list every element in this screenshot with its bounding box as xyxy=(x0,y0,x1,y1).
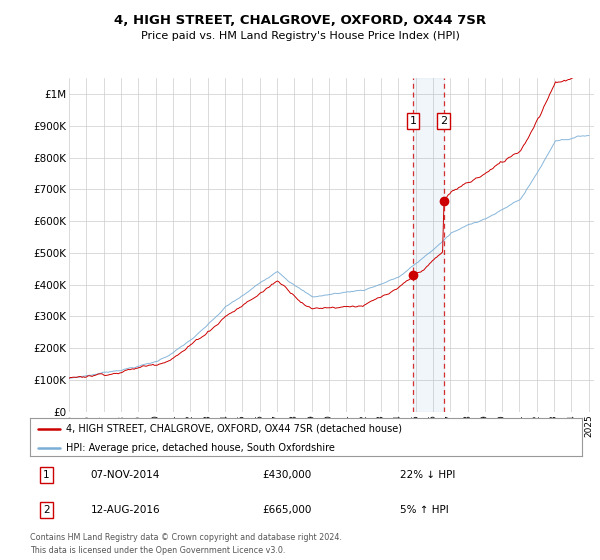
Bar xyxy=(413,78,443,412)
Text: 2: 2 xyxy=(440,116,447,126)
Text: HPI: Average price, detached house, South Oxfordshire: HPI: Average price, detached house, Sout… xyxy=(66,443,335,453)
Text: Contains HM Land Registry data © Crown copyright and database right 2024.: Contains HM Land Registry data © Crown c… xyxy=(30,533,342,542)
Text: £430,000: £430,000 xyxy=(262,470,311,479)
Text: This data is licensed under the Open Government Licence v3.0.: This data is licensed under the Open Gov… xyxy=(30,546,286,555)
Text: £665,000: £665,000 xyxy=(262,505,311,515)
Text: Price paid vs. HM Land Registry's House Price Index (HPI): Price paid vs. HM Land Registry's House … xyxy=(140,31,460,41)
Text: 22% ↓ HPI: 22% ↓ HPI xyxy=(400,470,455,479)
Text: 4, HIGH STREET, CHALGROVE, OXFORD, OX44 7SR (detached house): 4, HIGH STREET, CHALGROVE, OXFORD, OX44 … xyxy=(66,424,402,434)
Text: 07-NOV-2014: 07-NOV-2014 xyxy=(91,470,160,479)
Text: 1: 1 xyxy=(43,470,50,479)
Text: 2: 2 xyxy=(43,505,50,515)
Text: 4, HIGH STREET, CHALGROVE, OXFORD, OX44 7SR: 4, HIGH STREET, CHALGROVE, OXFORD, OX44 … xyxy=(114,14,486,27)
Text: 12-AUG-2016: 12-AUG-2016 xyxy=(91,505,160,515)
Text: 1: 1 xyxy=(409,116,416,126)
Text: 5% ↑ HPI: 5% ↑ HPI xyxy=(400,505,449,515)
